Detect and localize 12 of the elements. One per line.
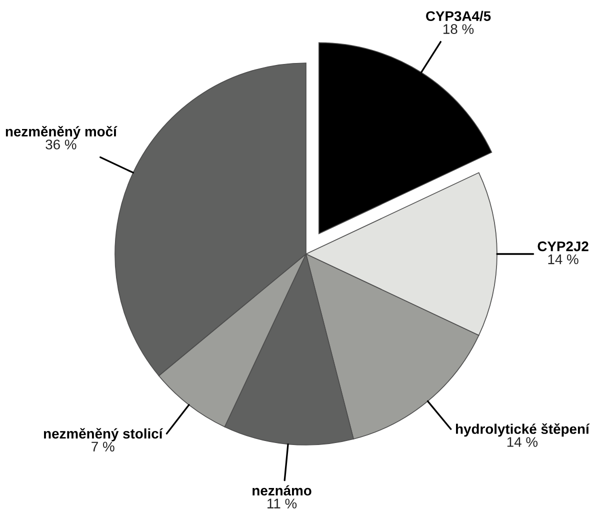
data-label: 18 % <box>443 24 474 34</box>
slice-label: CYP3A4/5 <box>426 10 491 22</box>
data-label: 14 % <box>548 254 578 264</box>
slice-label: nezměněný stolicí <box>44 428 164 442</box>
data-label: 36 % <box>46 140 76 150</box>
slice-label: neznámo <box>252 485 312 496</box>
slice-label: CYP2J2 <box>538 241 588 252</box>
slice-label: hydrolytické štěpení <box>456 423 590 437</box>
data-label: 7 % <box>92 442 114 452</box>
slice-label: nezměněný močí <box>6 126 118 140</box>
data-label: 14 % <box>507 437 538 447</box>
data-label: 11 % <box>268 498 297 508</box>
